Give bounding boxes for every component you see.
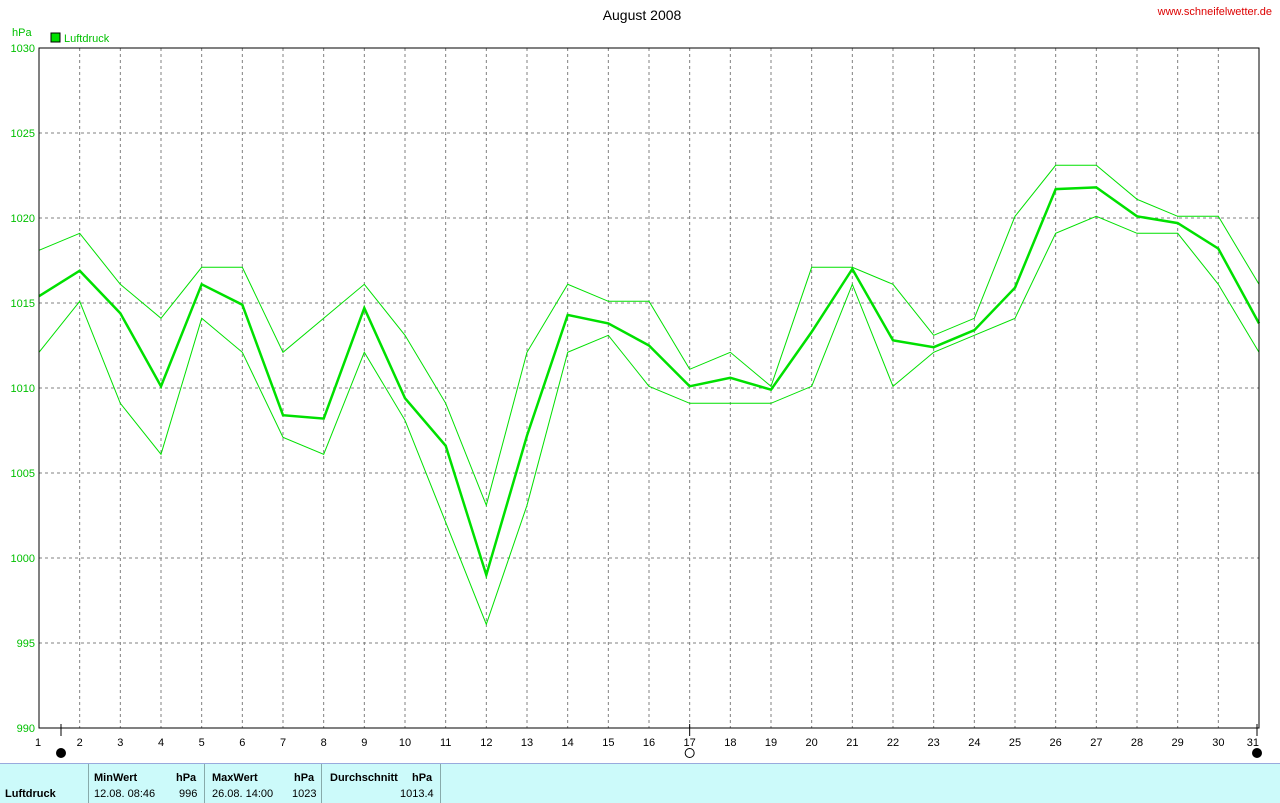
x-tick-label: 1 bbox=[35, 737, 41, 749]
stats-footer: Luftdruck MinWert hPa 12.08. 08:46 996 M… bbox=[0, 763, 1280, 803]
chart: August 2008 www.schneifelwetter.de hPa L… bbox=[11, 6, 1272, 758]
y-tick-label: 1020 bbox=[11, 213, 35, 225]
x-tick-label: 13 bbox=[521, 737, 533, 749]
max-value: 1023 bbox=[292, 788, 317, 800]
x-tick-label: 6 bbox=[239, 737, 245, 749]
x-tick-label: 17 bbox=[684, 737, 696, 749]
y-tick-label: 1030 bbox=[11, 43, 35, 55]
legend-label: Luftdruck bbox=[64, 33, 110, 45]
x-tick-label: 31 bbox=[1247, 737, 1259, 749]
footer-min-cell: MinWert hPa 12.08. 08:46 996 bbox=[89, 764, 205, 803]
min-time: 12.08. 08:46 bbox=[94, 788, 156, 800]
x-tick-label: 26 bbox=[1050, 737, 1062, 749]
x-tick-label: 4 bbox=[158, 737, 164, 749]
footer-avg-cell: Durchschnitt hPa 1013.4 bbox=[322, 764, 441, 803]
avg-header: Durchschnitt bbox=[330, 772, 398, 784]
x-tick-label: 24 bbox=[968, 737, 980, 749]
series-luftdruck-line bbox=[38, 186, 1261, 580]
x-tick-label: 5 bbox=[199, 737, 205, 749]
chart-title: August 2008 bbox=[603, 7, 682, 23]
x-tick-label: 21 bbox=[846, 737, 858, 749]
y-tick-label: 995 bbox=[17, 638, 35, 650]
x-tick-label: 25 bbox=[1009, 737, 1021, 749]
x-tick-label: 3 bbox=[117, 737, 123, 749]
y-tick-labels: 990 995 1000 1005 1010 1015 1020 1025 1030 bbox=[11, 43, 35, 735]
series-upper-band-line bbox=[38, 164, 1260, 507]
x-tick-label: 29 bbox=[1172, 737, 1184, 749]
source-url[interactable]: www.schneifelwetter.de bbox=[1157, 6, 1272, 18]
main-line bbox=[38, 186, 1261, 580]
series-lower-band-line bbox=[38, 215, 1260, 626]
y-tick-label: 1015 bbox=[11, 298, 35, 310]
x-tick-label: 10 bbox=[399, 737, 411, 749]
plot-frame bbox=[38, 47, 1260, 729]
y-tick-label: 1010 bbox=[11, 383, 35, 395]
min-value: 996 bbox=[179, 788, 198, 800]
footer-max-cell: MaxWert hPa 26.08. 14:00 1023 bbox=[205, 764, 322, 803]
x-tick-label: 30 bbox=[1212, 737, 1224, 749]
full-moon-icon bbox=[684, 748, 695, 758]
x-tick-labels: 1 2 3 4 5 6 7 8 9 10 11 12 13 14 15 16 17 18 19 20 21 22 23 24 2… bbox=[35, 737, 1259, 749]
x-tick-label: 28 bbox=[1131, 737, 1143, 749]
x-tick-label: 23 bbox=[928, 737, 940, 749]
x-tick-label: 18 bbox=[724, 737, 736, 749]
legend-swatch bbox=[50, 32, 61, 43]
new-moon-icon bbox=[56, 748, 66, 758]
x-tick-label: 27 bbox=[1090, 737, 1102, 749]
grid bbox=[39, 48, 1259, 728]
y-tick-label: 1025 bbox=[11, 128, 35, 140]
band-lines bbox=[38, 164, 1260, 626]
x-tick-label: 20 bbox=[806, 737, 818, 749]
max-header: MaxWert bbox=[212, 772, 258, 784]
avg-value: 1013.4 bbox=[400, 788, 434, 800]
min-header: MinWert bbox=[94, 772, 138, 784]
x-tick-label: 7 bbox=[280, 737, 286, 749]
max-unit: hPa bbox=[294, 772, 315, 784]
x-tick-label: 2 bbox=[77, 737, 83, 749]
x-tick-label: 19 bbox=[765, 737, 777, 749]
footer-row-label: Luftdruck bbox=[5, 788, 56, 800]
y-axis-unit: hPa bbox=[12, 27, 32, 39]
y-tick-label: 1000 bbox=[11, 553, 35, 565]
x-tick-label: 9 bbox=[361, 737, 367, 749]
avg-unit: hPa bbox=[412, 772, 433, 784]
x-tick-label: 14 bbox=[562, 737, 574, 749]
x-tick-label: 22 bbox=[887, 737, 899, 749]
y-tick-label: 990 bbox=[17, 723, 35, 735]
y-tick-label: 1005 bbox=[11, 468, 35, 480]
x-tick-label: 12 bbox=[480, 737, 492, 749]
footer-label-cell: Luftdruck bbox=[0, 764, 89, 803]
x-tick-label: 15 bbox=[602, 737, 614, 749]
min-unit: hPa bbox=[176, 772, 197, 784]
x-tick-label: 11 bbox=[440, 737, 451, 749]
x-tick-label: 16 bbox=[643, 737, 655, 749]
max-time: 26.08. 14:00 bbox=[212, 788, 274, 800]
moon-markers bbox=[56, 724, 1262, 758]
x-tick-label: 8 bbox=[321, 737, 327, 749]
new-moon-icon bbox=[1252, 748, 1262, 758]
